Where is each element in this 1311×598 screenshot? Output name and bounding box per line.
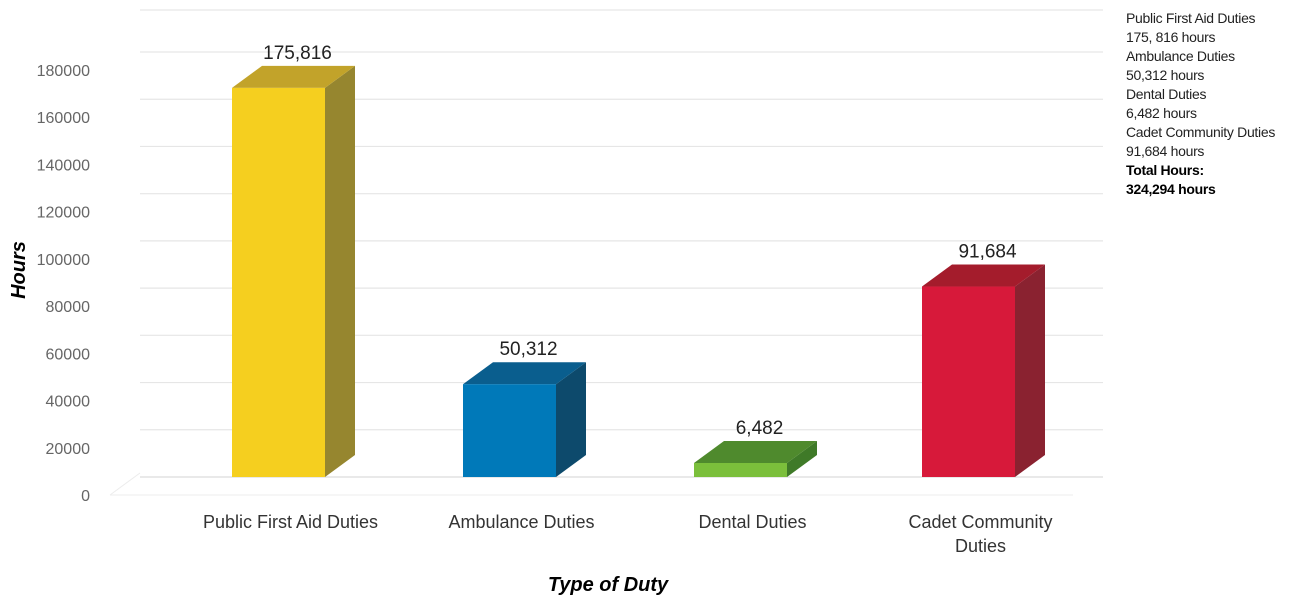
bar-front-face <box>922 287 1015 477</box>
y-tick-label: 80000 <box>46 299 91 316</box>
legend-line: Dental Duties <box>1126 85 1275 104</box>
legend-line: 175, 816 hours <box>1126 28 1275 47</box>
legend-line: 50,312 hours <box>1126 66 1275 85</box>
legend-line: Public First Aid Duties <box>1126 9 1275 28</box>
x-tick-label-line: Duties <box>955 536 1006 556</box>
bar-3 <box>694 441 817 477</box>
x-tick-label: Public First Aid Duties <box>203 512 378 532</box>
legend-line: Cadet Community Duties <box>1126 123 1275 142</box>
legend-line: Ambulance Duties <box>1126 47 1275 66</box>
x-axis-title: Type of Duty <box>548 574 669 596</box>
bar-2 <box>463 362 586 477</box>
y-tick-label: 120000 <box>37 205 90 222</box>
y-tick-label: 40000 <box>46 394 91 411</box>
legend-line: 6,482 hours <box>1126 104 1275 123</box>
data-label: 175,816 <box>263 43 332 64</box>
y-tick-label: 60000 <box>46 346 91 363</box>
y-tick-label: 140000 <box>37 157 90 174</box>
x-tick-label: Ambulance Duties <box>448 512 594 532</box>
data-label: 6,482 <box>736 418 784 439</box>
data-label: 50,312 <box>499 339 557 360</box>
y-tick-label: 160000 <box>37 110 90 127</box>
bars-layer <box>232 66 1045 477</box>
bar-side-face <box>1015 265 1045 477</box>
y-tick-label: 0 <box>81 488 90 505</box>
y-tick-label: 180000 <box>37 63 90 80</box>
x-tick-label: Cadet Community Duties <box>908 512 1052 556</box>
legend-total-label: Total Hours: <box>1126 161 1275 180</box>
x-axis-ticks: Public First Aid Duties Ambulance Duties D… <box>203 512 1053 556</box>
data-label: 91,684 <box>958 242 1017 263</box>
x-tick-label-line: Ambulance Duties <box>448 512 594 532</box>
x-tick-label-line: Cadet Community <box>908 512 1052 532</box>
legend-total-value: 324,294 hours <box>1126 180 1275 199</box>
floor-edge <box>110 473 140 495</box>
bar-1 <box>232 66 355 477</box>
y-tick-label: 20000 <box>46 441 91 458</box>
y-tick-label: 100000 <box>37 252 90 269</box>
legend-line: 91,684 hours <box>1126 142 1275 161</box>
legend-panel: Public First Aid Duties 175, 816 hours A… <box>1126 9 1275 199</box>
bar-4 <box>922 265 1045 477</box>
bar-front-face <box>232 88 325 477</box>
bar-front-face <box>694 463 787 477</box>
bar-front-face <box>463 384 556 477</box>
bar-side-face <box>325 66 355 477</box>
y-axis-title: Hours <box>8 241 30 299</box>
y-axis-ticks: 0 20000 40000 60000 80000 100000 120000 140000 1… <box>37 63 90 505</box>
x-tick-label-line: Public First Aid Duties <box>203 512 378 532</box>
x-tick-label-line: Dental Duties <box>698 512 806 532</box>
x-tick-label: Dental Duties <box>698 512 806 532</box>
